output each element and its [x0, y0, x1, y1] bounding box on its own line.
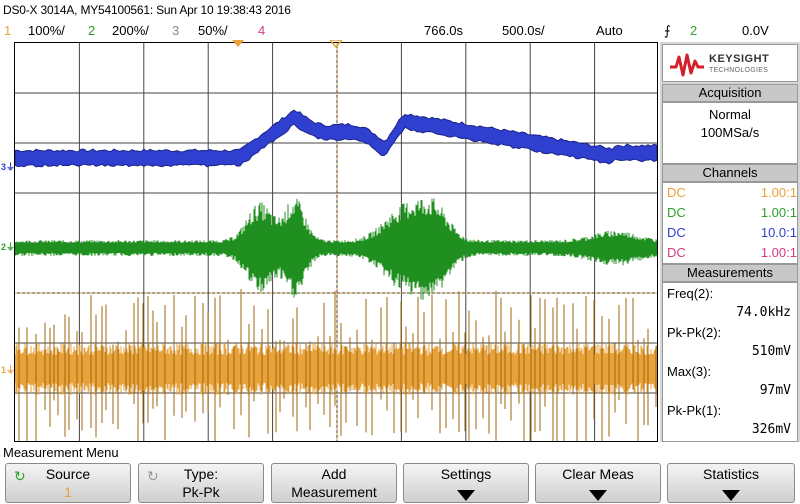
measurement-label: Pk-Pk(1): — [667, 403, 722, 418]
statistics-softkey[interactable]: Statistics — [667, 463, 795, 503]
keysight-logo: KEYSIGHT TECHNOLOGIES — [662, 44, 798, 82]
rotate-knob-icon: ↻ — [147, 468, 159, 484]
graticule — [15, 43, 657, 441]
ch1-spikes — [18, 289, 657, 441]
measurement-value: 74.0kHz — [736, 305, 791, 320]
ch3-trace — [15, 109, 657, 168]
channel-row-1: DC 1.00:1 — [667, 185, 797, 200]
measurement-label: Pk-Pk(2): — [667, 325, 722, 340]
ch3-scale[interactable]: 50%/ — [198, 23, 228, 38]
channel-row-2: DC 1.00:1 — [667, 205, 797, 220]
ch2-ground-marker[interactable]: 2⏚ — [1, 242, 16, 252]
time-scale[interactable]: 500.0s/ — [502, 23, 545, 38]
rising-edge-icon: ⨍ — [664, 23, 671, 38]
source-softkey[interactable]: ↻ Source 1 — [5, 463, 131, 503]
time-position[interactable]: 766.0s — [424, 23, 464, 38]
add-measurement-softkey[interactable]: Add Measurement — [271, 463, 397, 503]
channels-panel: DC 1.00:1 DC 1.00:1 DC 10.0:1 DC 1.00:1 — [662, 182, 798, 264]
info-sidebar: KEYSIGHT TECHNOLOGIES Acquisition Normal… — [660, 42, 800, 442]
submenu-arrow-icon — [589, 490, 607, 501]
acquisition-heading: Acquisition — [662, 84, 798, 102]
submenu-arrow-icon — [722, 490, 740, 501]
trigger-level[interactable]: 0.0V — [742, 23, 769, 38]
ch1-ground-marker[interactable]: 1⏚ — [1, 365, 16, 375]
type-softkey[interactable]: ↻ Type: Pk-Pk — [138, 463, 264, 503]
ch1-scale[interactable]: 100%/ — [28, 23, 65, 38]
clear-meas-softkey[interactable]: Clear Meas — [535, 463, 661, 503]
measurement-label: Max(3): — [667, 364, 712, 379]
menu-title: Measurement Menu — [3, 445, 119, 460]
ch2-scale[interactable]: 200%/ — [112, 23, 149, 38]
rotate-knob-icon: ↻ — [14, 468, 26, 484]
ch3-number[interactable]: 3 — [172, 23, 180, 38]
ch4-number[interactable]: 4 — [258, 23, 266, 38]
measurements-heading: Measurements — [662, 264, 798, 282]
trigger-mode[interactable]: Auto — [596, 23, 623, 38]
status-bar: 1 100%/ 2 200%/ 3 50%/ 4 766.0s 500.0s/ … — [0, 22, 800, 40]
measurements-panel: Freq(2): 74.0kHz Pk-Pk(2): 510mV Max(3):… — [662, 282, 798, 442]
settings-softkey[interactable]: Settings — [403, 463, 529, 503]
channels-heading: Channels — [662, 164, 798, 182]
time-reference-marker[interactable] — [330, 40, 342, 48]
ch2-number[interactable]: 2 — [88, 23, 96, 38]
measurement-label: Freq(2): — [667, 286, 714, 301]
logo-brand: KEYSIGHT — [709, 53, 770, 65]
keysight-wave-icon — [670, 53, 704, 77]
channel-row-4: DC 1.00:1 — [667, 245, 797, 260]
sample-rate: 100MSa/s — [700, 125, 760, 140]
ch3-ground-marker[interactable]: 3⏚ — [1, 162, 16, 172]
waveform-display[interactable] — [14, 42, 658, 442]
measurement-value: 510mV — [751, 344, 791, 359]
ch1-trace — [15, 343, 657, 395]
measurement-value: 97mV — [759, 383, 791, 398]
ch1-number[interactable]: 1 — [4, 23, 12, 38]
window-title: DS0-X 3014A, MY54100561: Sun Apr 10 19:3… — [3, 3, 291, 17]
ch2-trace — [15, 198, 657, 300]
trigger-position-marker[interactable] — [232, 40, 244, 48]
logo-subtitle: TECHNOLOGIES — [709, 67, 769, 74]
acquisition-panel: Normal 100MSa/s — [662, 102, 798, 164]
submenu-arrow-icon — [457, 490, 475, 501]
channel-row-3: DC 10.0:1 — [667, 225, 797, 240]
measurement-value: 326mV — [751, 422, 791, 437]
acquisition-mode: Normal — [709, 107, 751, 122]
trigger-source[interactable]: 2 — [690, 23, 698, 38]
